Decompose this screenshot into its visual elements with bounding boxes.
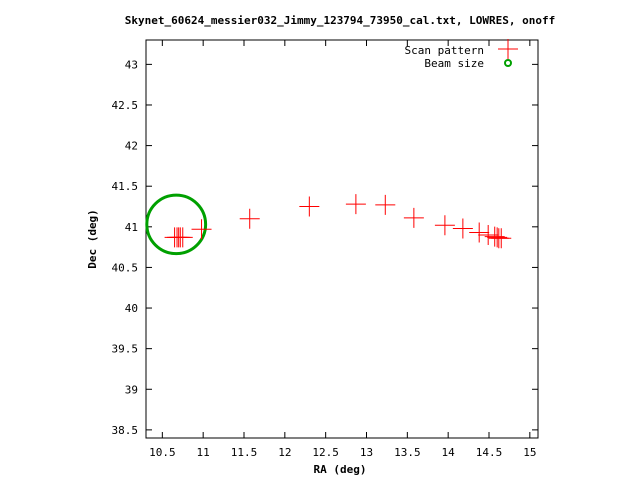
x-tick-label: 11 bbox=[197, 446, 210, 459]
scan-point bbox=[452, 218, 473, 239]
legend: Scan pattern Beam size bbox=[405, 39, 518, 70]
x-tick-label: 11.5 bbox=[231, 446, 258, 459]
y-tick-label: 41 bbox=[125, 221, 138, 234]
legend-label-beam-size: Beam size bbox=[424, 57, 484, 70]
x-tick-label: 13.5 bbox=[394, 446, 421, 459]
scan-point bbox=[299, 196, 320, 217]
x-axis-label: RA (deg) bbox=[314, 463, 367, 476]
scan-point bbox=[345, 194, 366, 215]
x-tick-label: 15 bbox=[523, 446, 536, 459]
y-tick-label: 38.5 bbox=[112, 424, 139, 437]
x-tick-label: 12.5 bbox=[312, 446, 339, 459]
x-tick-label: 10.5 bbox=[149, 446, 176, 459]
y-tick-label: 42.5 bbox=[112, 99, 139, 112]
legend-label-scan-pattern: Scan pattern bbox=[405, 44, 484, 57]
scan-point bbox=[469, 222, 490, 243]
x-tick-label: 14.5 bbox=[476, 446, 503, 459]
x-axis: 10.5 11 11.5 12 12.5 13 13.5 14 14.5 15 bbox=[149, 40, 536, 459]
scan-point bbox=[172, 227, 193, 248]
y-tick-label: 40 bbox=[125, 302, 138, 315]
y-axis: 38.5 39 39.5 40 40.5 41 41.5 42 42.5 43 bbox=[112, 58, 538, 437]
scan-point bbox=[403, 207, 424, 228]
legend-marker-beam-size bbox=[504, 59, 512, 67]
x-tick-label: 14 bbox=[442, 446, 456, 459]
plot-frame bbox=[145, 39, 539, 439]
x-tick-label: 12 bbox=[278, 446, 291, 459]
x-tick-label: 13 bbox=[360, 446, 373, 459]
scan-point bbox=[375, 194, 396, 215]
scan-point bbox=[434, 215, 455, 236]
y-tick-label: 42 bbox=[125, 140, 138, 153]
beam-size-series bbox=[145, 193, 208, 256]
y-axis-label: Dec (deg) bbox=[86, 209, 99, 269]
y-tick-label: 39.5 bbox=[112, 343, 139, 356]
scan-point bbox=[239, 208, 260, 229]
y-tick-label: 41.5 bbox=[112, 180, 139, 193]
y-tick-label: 39 bbox=[125, 383, 138, 396]
chart-title: Skynet_60624_messier032_Jimmy_123794_739… bbox=[125, 14, 555, 27]
legend-marker-scan-pattern bbox=[498, 39, 518, 59]
legend-plus bbox=[498, 39, 518, 59]
scan-point bbox=[487, 227, 508, 248]
scan-pattern-series bbox=[164, 194, 512, 249]
y-tick-label: 40.5 bbox=[112, 261, 139, 274]
y-tick-label: 43 bbox=[125, 58, 138, 71]
beam-circle bbox=[145, 193, 208, 256]
scan-point bbox=[191, 219, 212, 240]
scan-point bbox=[491, 228, 512, 249]
